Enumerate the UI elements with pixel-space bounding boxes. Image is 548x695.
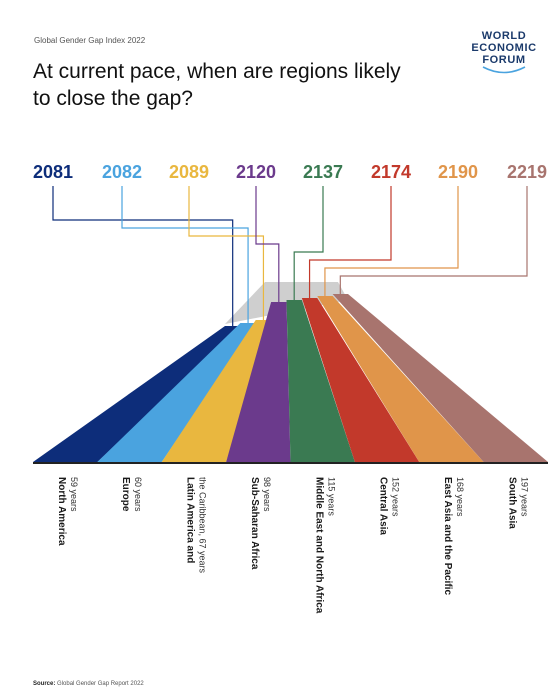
region-band [33,326,241,462]
region-name: Europe [120,477,131,512]
region-band [161,320,272,462]
region-years: 59 years [69,477,79,512]
year-leader-line [121,186,249,323]
region-years: 60 years [133,477,143,512]
region-name: Central Asia [378,477,389,535]
chart-title: At current pace, when are regions likely… [33,60,401,110]
year-label: 2082 [102,162,142,182]
region-years: 197 years [519,477,529,517]
region-label: Central Asia 152 years [378,477,401,535]
region-band [226,302,291,462]
logo-line-3: FORUM [482,54,526,66]
year-label: 2174 [371,162,411,182]
year-leader-line [324,186,459,296]
region-band [301,298,420,462]
region-years: the Caribbean, 67 years [198,477,208,574]
region-label: Latin America and the Caribbean, 67 years [185,477,208,574]
year-label: 2219 [507,162,547,182]
logo-arc-icon [482,66,526,74]
region-years: 168 years [455,477,465,517]
year-label: 2089 [169,162,209,182]
logo-line-2: ECONOMIC [471,42,537,54]
region-label: Europe 60 years [120,477,143,512]
region-name: Sub-Saharan Africa [249,477,260,570]
region-years: 152 years [391,477,401,517]
year-leader-line [188,186,265,320]
region-label: North America 59 years [56,477,79,546]
year-label: 2081 [33,162,73,182]
region-years: 98 years [262,477,272,512]
source-label: Source: [33,681,56,687]
year-leader-line [255,186,280,302]
region-band [332,294,548,462]
region-label: East Asia and the Pacific 168 years [442,477,465,595]
year-leader-line [293,186,324,300]
region-band [317,296,484,462]
logo-line-1: WORLD [481,30,527,42]
region-label: Sub-Saharan Africa 98 years [249,477,272,570]
year-label: 2190 [438,162,478,182]
source-text: Global Gender Gap Report 2022 [57,681,144,687]
region-name: South Asia [506,477,517,529]
region-name: Middle East and North Africa [313,477,324,614]
region-label: South Asia 197 years [506,477,529,529]
source-note: Source: Global Gender Gap Report 2022 [33,681,144,687]
region-name: Latin America and [185,477,196,563]
year-label: 2120 [236,162,276,182]
year-label: 2137 [303,162,343,182]
region-label: Middle East and North Africa 115 years [313,477,336,614]
region-name: East Asia and the Pacific [442,477,453,595]
region-name: North America [56,477,67,546]
year-leader-line [339,186,528,294]
year-leader-line [52,186,234,326]
chart-subtitle: Global Gender Gap Index 2022 [34,36,146,45]
region-band [97,323,256,462]
year-leader-line [308,186,392,298]
wef-logo: WORLD ECONOMIC FORUM [449,30,548,78]
region-years: 115 years [326,477,336,516]
region-band [286,300,355,462]
